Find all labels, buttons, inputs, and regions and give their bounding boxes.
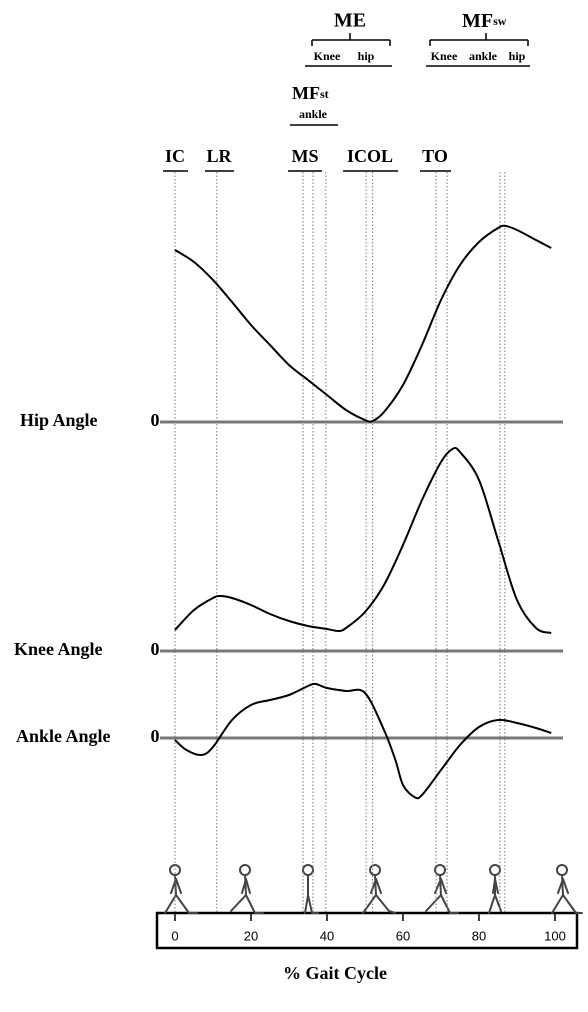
event-label: ICOL xyxy=(347,146,393,166)
event-label: LR xyxy=(206,146,232,166)
x-tick-label: 40 xyxy=(320,928,334,943)
event-label: sw xyxy=(493,14,507,28)
walker xyxy=(489,865,501,913)
x-tick-label: 0 xyxy=(171,928,178,943)
chart: ME Knee hip MFst ankle MFsw Knee ankle h… xyxy=(0,0,588,1012)
series-label: Hip Angle xyxy=(20,410,98,430)
y-tick-label: 0 xyxy=(151,726,160,746)
x-tick-label: 20 xyxy=(244,928,258,943)
curve xyxy=(175,226,551,422)
series-label: Ankle Angle xyxy=(16,726,111,746)
y-tick-label: 0 xyxy=(151,639,160,659)
event-label: MFst xyxy=(292,83,329,103)
walkers xyxy=(165,865,582,913)
curve xyxy=(175,684,551,798)
event-label: MF xyxy=(462,10,493,32)
event-label: MS xyxy=(292,146,319,166)
page: {"chart_data":{"type":"line","xlabel":"%… xyxy=(0,0,588,1012)
event-label: hip xyxy=(509,49,526,63)
walker xyxy=(552,865,582,913)
walker xyxy=(231,865,263,913)
axis-box xyxy=(157,913,577,948)
walker xyxy=(363,865,395,913)
event-label: st xyxy=(320,87,329,101)
walker xyxy=(303,865,318,913)
curve xyxy=(175,448,551,633)
event-label: ME xyxy=(334,10,366,32)
top-labels: ME Knee hip MFst ankle MFsw Knee ankle h… xyxy=(163,10,530,171)
event-label: ankle xyxy=(469,49,498,63)
event-label: TO xyxy=(422,146,448,166)
event-label: Knee xyxy=(431,49,458,63)
event-label: hip xyxy=(358,49,375,63)
y-tick-label: 0 xyxy=(151,410,160,430)
event-label: MF xyxy=(292,83,320,103)
x-tick-label: 60 xyxy=(396,928,410,943)
series-label: Knee Angle xyxy=(14,639,103,659)
event-label: ankle xyxy=(299,107,328,121)
x-tick-label: 80 xyxy=(472,928,486,943)
walker xyxy=(426,865,458,913)
walker xyxy=(165,865,197,913)
event-label: IC xyxy=(165,146,185,166)
x-axis-label: % Gait Cycle xyxy=(283,963,387,983)
event-label: MFsw xyxy=(462,10,507,32)
event-label: Knee xyxy=(314,49,341,63)
x-tick-label: 100 xyxy=(544,928,566,943)
